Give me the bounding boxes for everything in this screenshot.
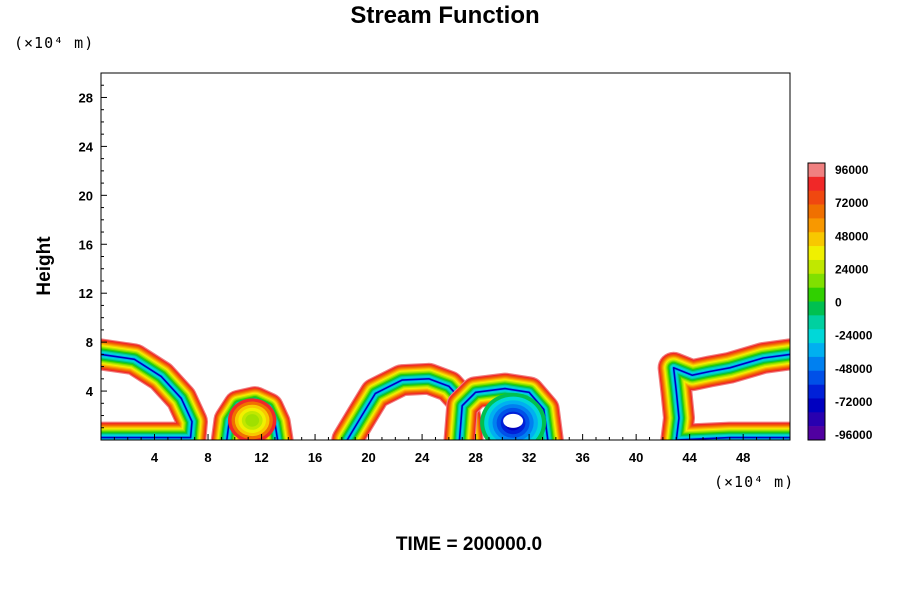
colorbar-label: 24000 [835,262,869,276]
contour-center-right [443,372,564,440]
x-tick-label: 24 [415,450,430,465]
y-tick-label: 12 [79,286,93,301]
x-tick-label: 48 [736,450,750,465]
colorbar-frame [807,162,826,441]
x-tick-label: 32 [522,450,536,465]
y-tick-label: 20 [79,188,93,203]
colorbar-label: 96000 [835,163,869,177]
colorbar-swatch [808,329,825,344]
colorbar-swatch [808,398,825,413]
y-tick-label: 8 [86,335,93,350]
y-axis-label: Height [34,236,55,296]
colorbar-swatch [808,204,825,219]
colorbar-label: -48000 [835,362,873,376]
y-tick-label: 28 [79,90,93,105]
x-tick-label: 4 [151,450,159,465]
colorbar-swatch [808,246,825,261]
colorbar: 96000 72000 48000 24000 0 -24000 -48000 -72000 -… [807,162,873,442]
y-tick-label: 16 [79,237,93,252]
contour-right [657,338,790,440]
x-tick-label: 20 [361,450,375,465]
x-tick-label: 40 [629,450,643,465]
x-tick-label: 12 [254,450,268,465]
colorbar-swatch [808,384,825,399]
colorbar-label: 48000 [835,229,869,243]
colorbar-swatch [808,315,825,330]
x-tick-label: 28 [468,450,482,465]
colorbar-swatch [808,343,825,358]
x-tick-label: 36 [575,450,589,465]
contour-inner-line [458,387,549,440]
vortex-positive-core [228,398,277,440]
core-center [503,413,524,428]
colorbar-label: 72000 [835,196,869,210]
colorbar-swatch [808,259,825,275]
x-tick-label: 16 [308,450,322,465]
colorbar-swatch [808,273,825,288]
colorbar-swatch [808,370,825,385]
colorbar-swatch [808,218,825,233]
vortex-negative-core [480,392,547,440]
colorbar-label: -72000 [835,395,873,409]
colorbar-swatch [808,190,825,205]
colorbar-swatch [808,301,825,316]
colorbar-swatch [808,176,825,191]
colorbar-label: 0 [835,296,842,310]
x-axis: 4 8 12 16 20 24 28 32 36 40 44 48 [113,434,784,465]
y-axis: 4 8 12 16 20 24 28 [79,84,107,429]
y-tick-label: 24 [79,139,94,154]
colorbar-label: -96000 [835,428,873,442]
x-tick-label: 44 [682,450,697,465]
colorbar-label: -24000 [835,329,873,343]
colorbar-swatch [808,287,825,302]
colorbar-swatch [808,412,825,427]
colorbar-swatch [808,163,825,178]
x-tick-label: 8 [204,450,211,465]
x-axis-unit: (×10⁴ m) [714,473,794,491]
colorbar-swatch [808,426,825,441]
chart-title: Stream Function [350,2,539,29]
contour-left [101,338,208,440]
y-axis-unit: (×10⁴ m) [14,34,94,52]
core-ring [248,417,256,424]
contour-inner-line [672,353,790,440]
contour-inner-line [101,353,193,439]
colorbar-swatch [808,356,825,372]
colorbar-swatch [808,232,825,247]
time-label: TIME = 200000.0 [396,534,542,555]
y-tick-label: 4 [86,384,94,399]
contour-field [101,338,790,440]
